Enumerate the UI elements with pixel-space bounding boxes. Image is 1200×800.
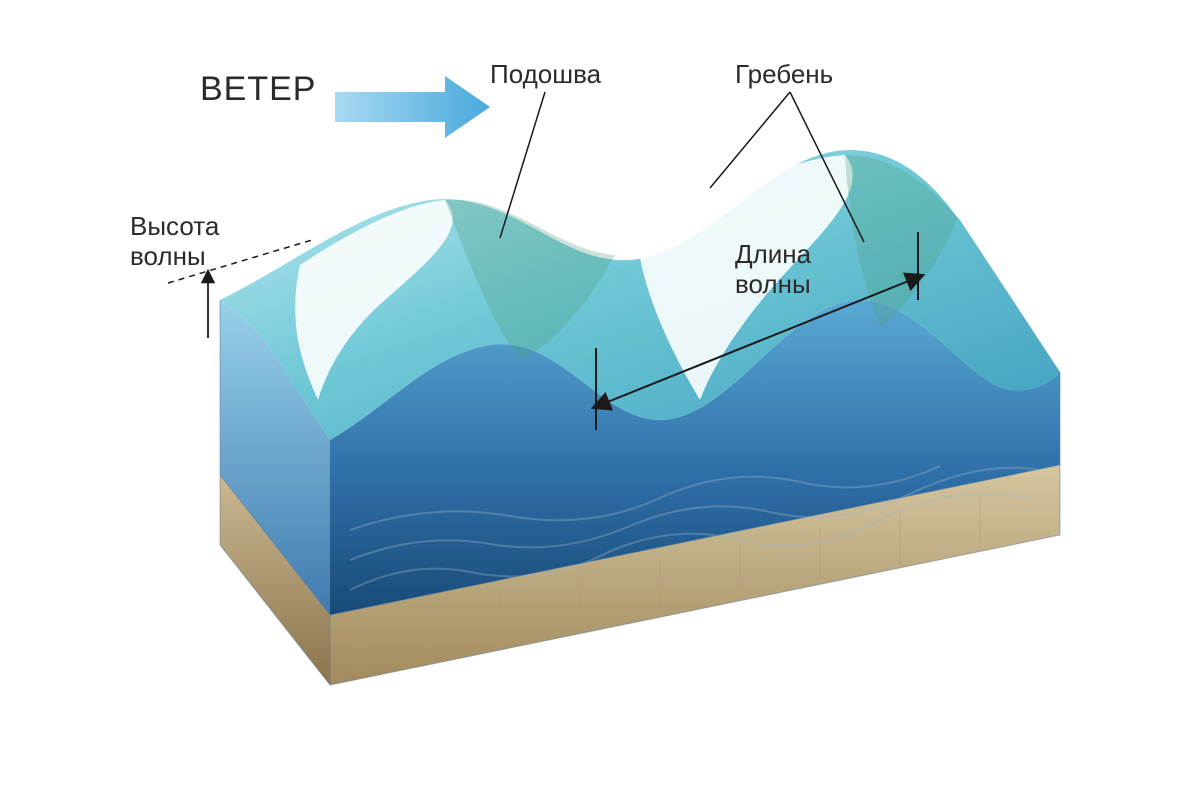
wind-arrow [335,76,490,138]
wave-block-svg [0,0,1200,800]
label-crest: Гребень [735,60,833,90]
leader-trough [500,92,545,238]
label-trough: Подошва [490,60,601,90]
label-wave-height: Высота волны [130,212,219,272]
label-wind: ВЕТЕР [200,70,316,109]
label-wavelength: Длина волны [735,240,811,300]
diagram-stage: ВЕТЕР Подошва Гребень Высота волны Длина… [0,0,1200,800]
